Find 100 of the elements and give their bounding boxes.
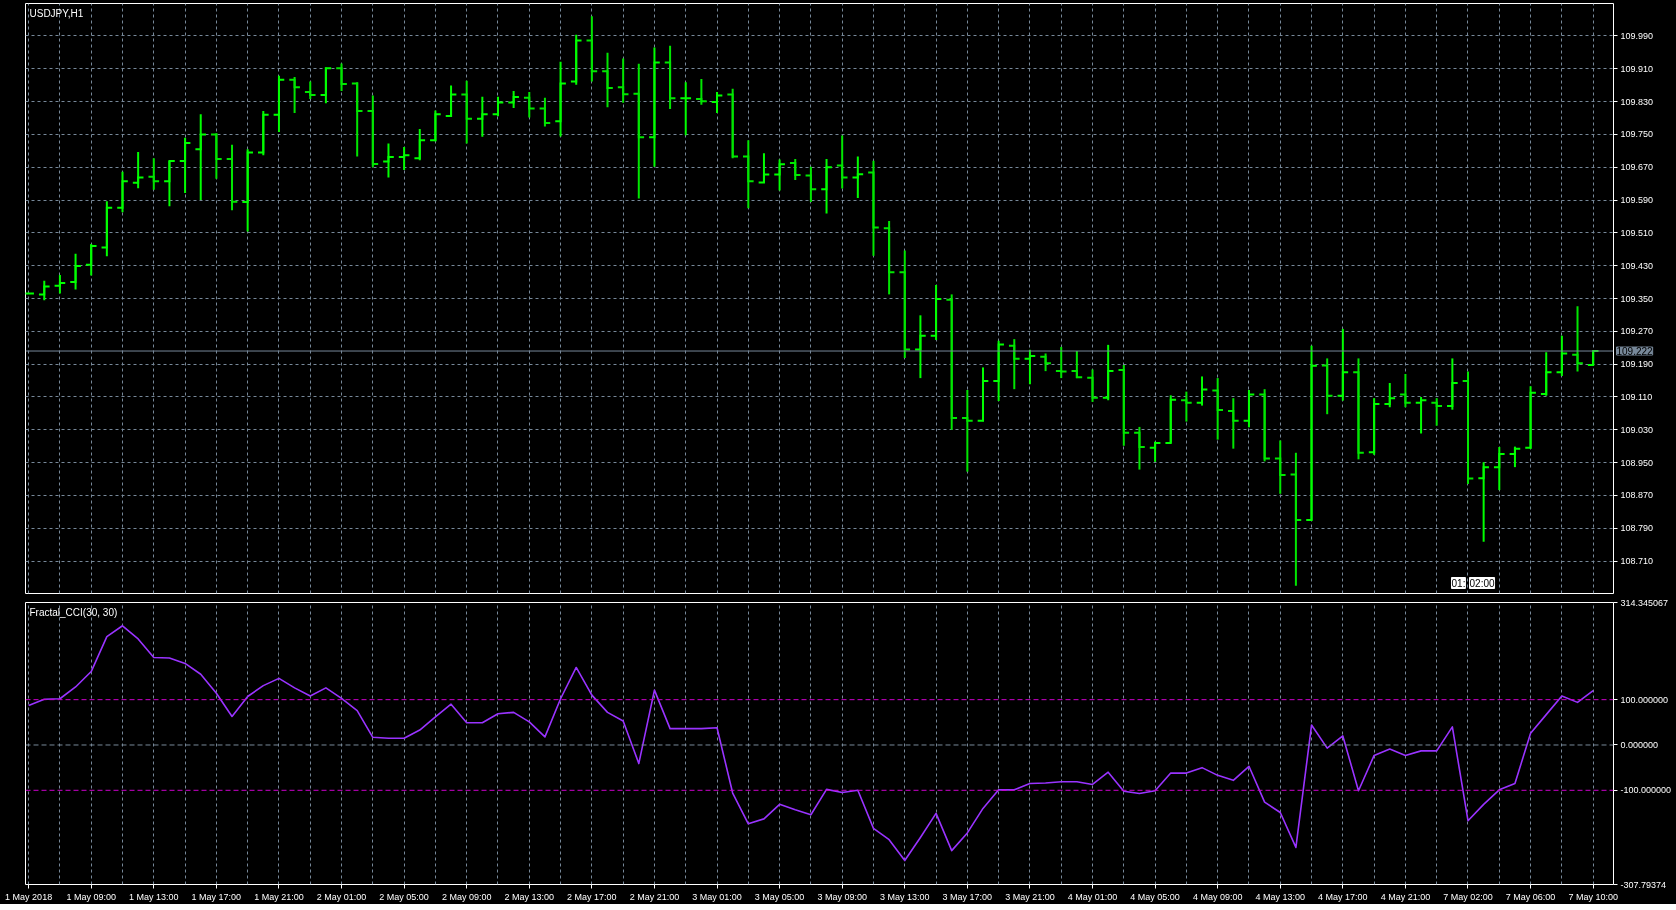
candlestick	[1289, 451, 1303, 587]
x-tick-label: 3 May 21:00	[1005, 891, 1055, 902]
candlestick	[1446, 357, 1459, 411]
candlestick	[37, 279, 51, 302]
x-tick-label: 3 May 13:00	[880, 891, 930, 902]
candlestick	[1273, 439, 1287, 495]
candlestick	[601, 51, 614, 109]
candlestick	[1430, 397, 1444, 427]
candlestick	[1399, 372, 1412, 409]
x-tick-label: 2 May 21:00	[629, 891, 680, 902]
candlestick	[804, 165, 818, 204]
x-tick-label: 1 May 09:00	[66, 891, 116, 902]
candlestick	[84, 242, 98, 277]
candlestick	[1414, 395, 1428, 435]
candlestick	[194, 113, 208, 202]
x-tick-label: 4 May 05:00	[1130, 891, 1180, 902]
candlestick	[648, 46, 661, 168]
candlestick	[1524, 385, 1537, 450]
candlestick	[1352, 357, 1365, 461]
candlestick	[1164, 394, 1178, 444]
candlestick	[898, 249, 912, 359]
candlestick	[961, 389, 974, 473]
y-tick-label: 109.670	[1620, 162, 1654, 173]
x-tick-label: 4 May 13:00	[1255, 891, 1306, 902]
x-tick-label: 3 May 01:00	[692, 891, 742, 902]
ref-line-label: 109.222	[1616, 346, 1654, 358]
candlestick	[929, 283, 943, 341]
candlestick	[1086, 368, 1099, 403]
candlestick	[491, 95, 505, 118]
y-tick-label: 109.910	[1620, 63, 1654, 74]
x-tick-label: 4 May 09:00	[1192, 891, 1243, 902]
y-tick-label: 314.345067	[1620, 597, 1669, 608]
candlestick	[382, 142, 395, 179]
candlestick	[1101, 343, 1115, 402]
candlestick	[757, 152, 771, 184]
candlestick	[835, 134, 849, 190]
candlestick	[867, 159, 880, 257]
candlestick	[210, 132, 223, 180]
candlestick	[585, 15, 599, 83]
candlestick	[1242, 389, 1256, 429]
y-tick-label: -307.79374	[1620, 879, 1667, 890]
candlestick	[726, 87, 739, 160]
candlestick	[1258, 388, 1271, 463]
candlestick	[1492, 446, 1506, 492]
y-tick-label: 109.270	[1620, 326, 1654, 337]
candlestick	[679, 81, 693, 137]
x-tick-label: 3 May 05:00	[754, 891, 805, 902]
y-tick-label: 108.870	[1620, 490, 1654, 501]
y-tick-label: 109.830	[1620, 96, 1654, 107]
x-tick-label: 7 May 06:00	[1505, 891, 1556, 902]
x-tick-label: 2 May 01:00	[316, 891, 367, 902]
candlestick	[116, 170, 129, 214]
candlestick	[1180, 390, 1193, 423]
candlestick	[335, 62, 348, 92]
candlestick	[1195, 375, 1209, 407]
y-tick-label: 109.990	[1620, 30, 1654, 41]
candlestick	[460, 79, 474, 145]
candlestick	[1070, 350, 1084, 380]
candlestick	[992, 339, 1005, 403]
candlestick	[538, 96, 552, 128]
candlestick	[1367, 397, 1381, 456]
candlestick	[1148, 440, 1162, 463]
y-tick-label: 0.000000	[1620, 739, 1659, 750]
x-tick-label: 2 May 05:00	[379, 891, 429, 902]
candlestick	[288, 75, 301, 115]
candlestick	[1336, 327, 1350, 402]
candlestick	[663, 44, 677, 110]
candlestick	[241, 148, 254, 233]
candlestick	[147, 157, 161, 191]
candlestick	[1117, 363, 1131, 447]
x-tick-label: 1 May 17:00	[191, 891, 242, 902]
candlestick	[1305, 344, 1318, 522]
x-tick-label: 1 May 21:00	[254, 891, 304, 902]
candlestick	[1227, 397, 1240, 450]
candlestick	[632, 62, 646, 200]
y-tick-label: 109.590	[1620, 195, 1654, 206]
candlestick	[1508, 445, 1522, 469]
x-tick-label: 3 May 17:00	[942, 891, 993, 902]
candlestick	[225, 143, 239, 212]
y-tick-label: 100.000000	[1620, 694, 1669, 705]
y-tick-label: 109.430	[1620, 260, 1654, 271]
x-tick-label: 4 May 17:00	[1318, 891, 1368, 902]
candlestick	[444, 84, 458, 118]
y-tick-label: 108.710	[1620, 556, 1654, 567]
candlestick	[882, 219, 896, 296]
candlestick	[53, 274, 67, 295]
x-tick-label: 7 May 02:00	[1443, 891, 1493, 902]
candlestick	[69, 252, 82, 291]
candlestick	[1133, 425, 1146, 471]
candlestick	[569, 33, 583, 86]
candlestick	[976, 366, 990, 423]
candlestick	[522, 91, 536, 119]
x-tick-label: 4 May 01:00	[1067, 891, 1118, 902]
candlestick	[695, 77, 708, 106]
y-tick-label: 109.350	[1620, 293, 1654, 304]
candlestick	[178, 136, 192, 195]
candlestick	[1571, 305, 1584, 373]
line-series	[27, 624, 1594, 862]
y-tick-label: 108.950	[1620, 457, 1654, 468]
candlestick	[741, 139, 755, 210]
